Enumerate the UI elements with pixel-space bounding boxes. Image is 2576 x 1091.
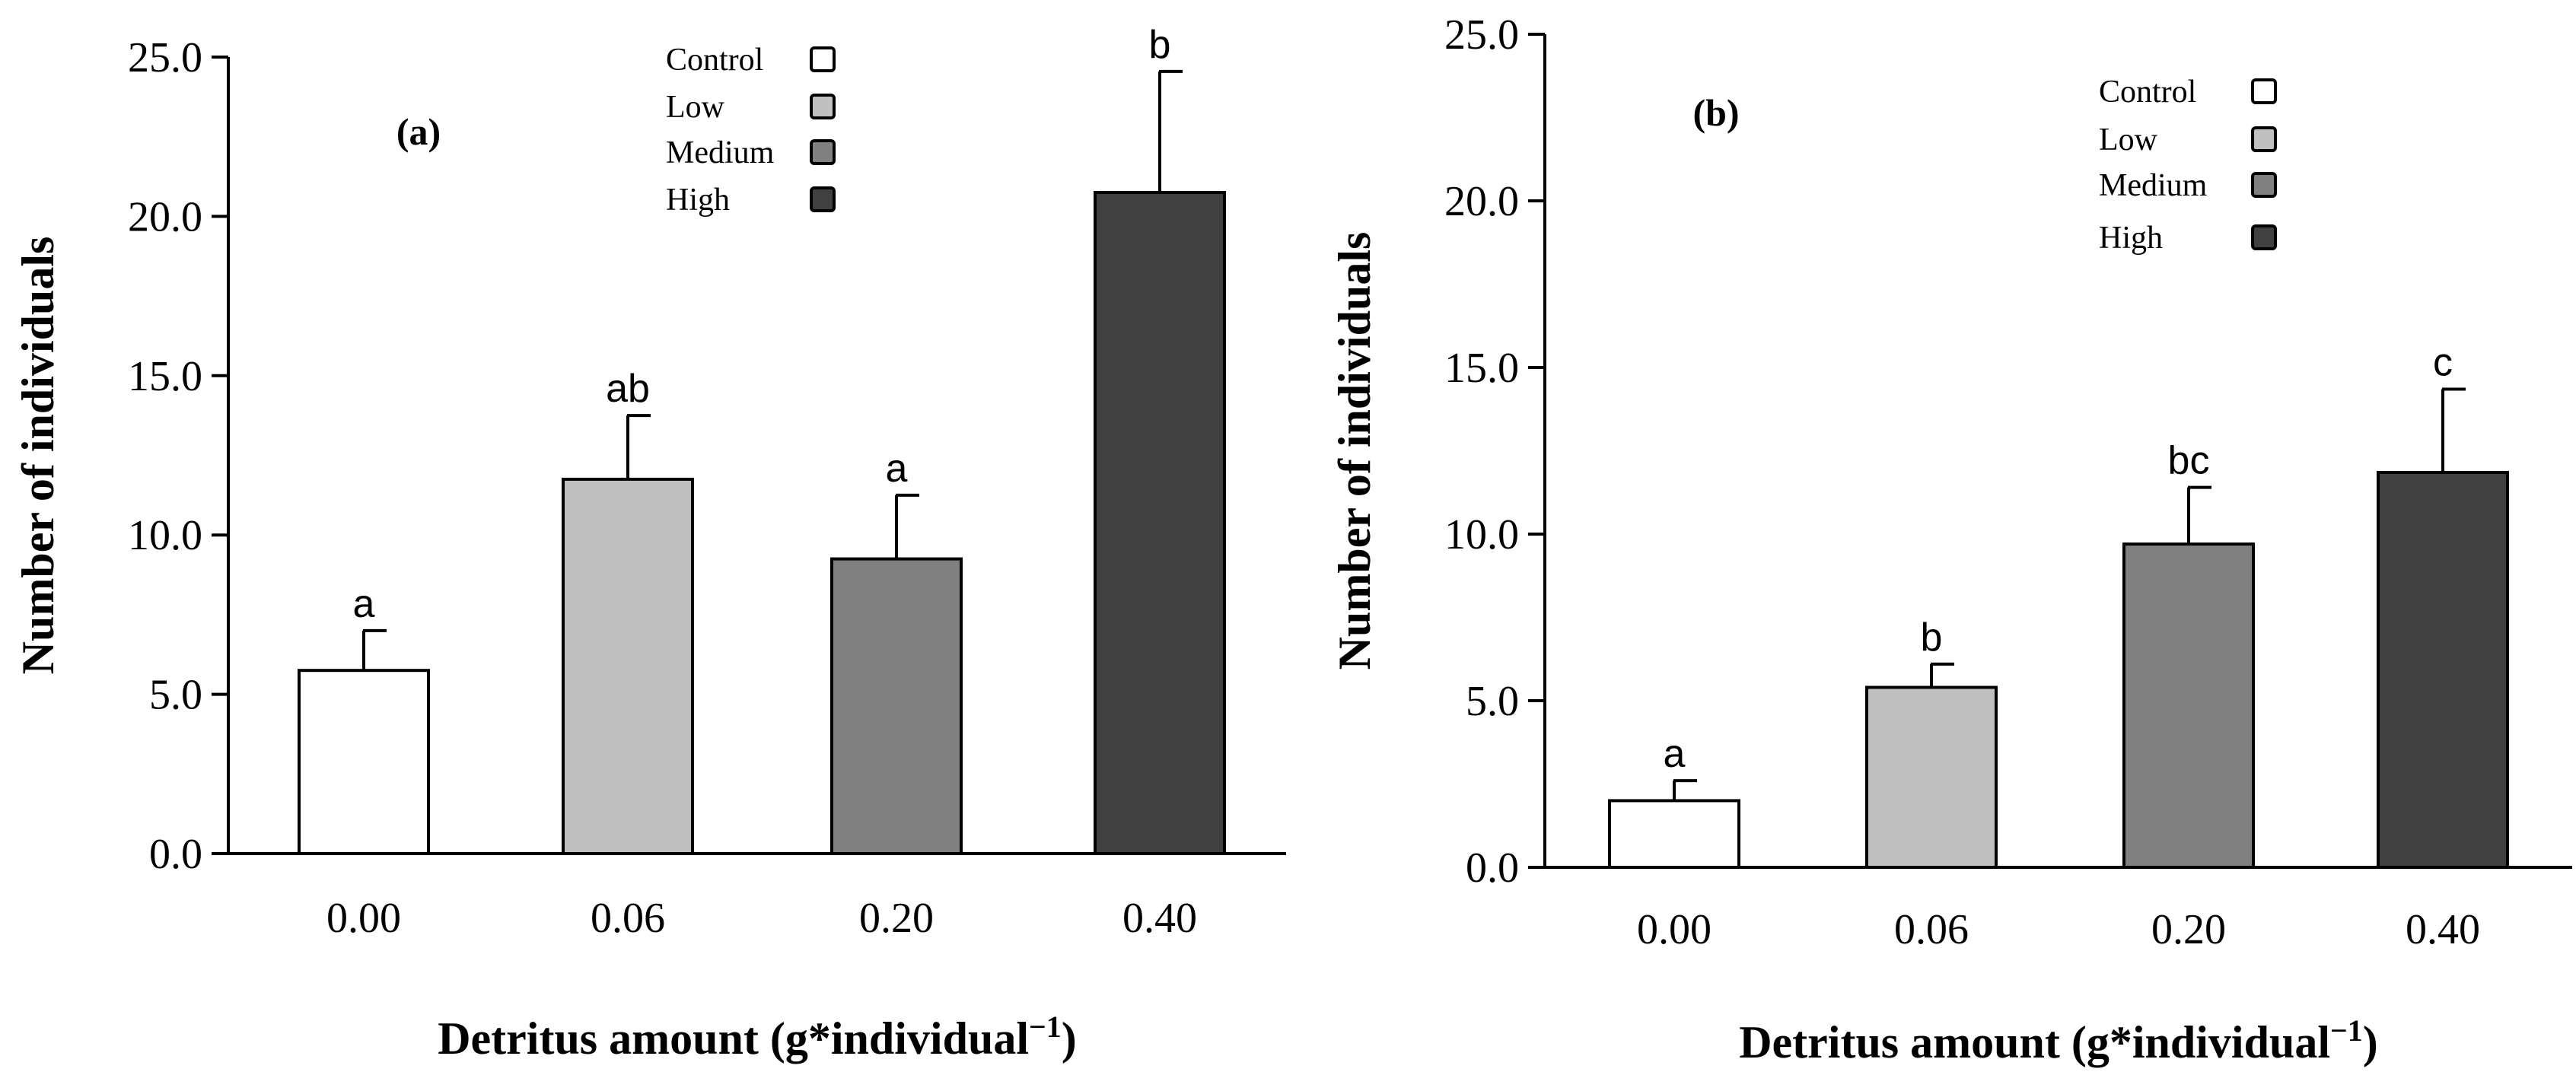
y-tick-label: 5.0 bbox=[1466, 678, 1519, 725]
y-tick-label: 10.0 bbox=[1444, 511, 1519, 558]
legend-swatch bbox=[810, 46, 836, 72]
legend-swatch bbox=[2251, 78, 2277, 104]
significance-letter: ab bbox=[606, 367, 650, 411]
legend-label: Low bbox=[666, 90, 725, 125]
y-tick-label: 25.0 bbox=[1444, 11, 1519, 59]
y-tick-label: 20.0 bbox=[1444, 178, 1519, 225]
legend-swatch bbox=[810, 186, 836, 212]
x-axis-title-superscript: −1 bbox=[1029, 1010, 1062, 1044]
x-axis-title-superscript: −1 bbox=[2330, 1013, 2363, 1048]
x-axis-title-close: ) bbox=[1062, 1013, 1077, 1064]
x-tick-label: 0.20 bbox=[859, 895, 934, 942]
significance-letter: c bbox=[2433, 340, 2453, 384]
y-tick-label: 20.0 bbox=[128, 193, 202, 240]
bar bbox=[2377, 470, 2509, 869]
x-axis-title: Detritus amount (g*individual−1) bbox=[438, 1010, 1077, 1064]
x-tick-label: 0.40 bbox=[2406, 906, 2480, 953]
legend-label: Control bbox=[2099, 75, 2196, 110]
chart-panel-a: 0.0 5.0 10.0 15.0 20.0 25.0 a 0.00 ab 0.06 a 0.20 b 0… bbox=[13, 23, 1286, 1064]
significance-letter: b bbox=[1921, 615, 1943, 660]
y-tick-label: 25.0 bbox=[128, 34, 202, 81]
y-tick-label: 15.0 bbox=[1444, 345, 1519, 392]
panel-label: (b) bbox=[1692, 91, 1739, 134]
legend-label: Low bbox=[2099, 122, 2158, 157]
bar bbox=[298, 669, 430, 855]
legend-swatch bbox=[810, 139, 836, 165]
significance-letter: bc bbox=[2168, 439, 2210, 483]
x-tick-label: 0.00 bbox=[1637, 906, 1711, 953]
significance-letter: a bbox=[886, 447, 908, 491]
y-tick-label: 10.0 bbox=[128, 512, 202, 559]
x-tick-label: 0.20 bbox=[2151, 906, 2226, 953]
panel-label: (a) bbox=[396, 110, 441, 153]
bar bbox=[562, 477, 694, 855]
significance-letter: b bbox=[1149, 23, 1171, 67]
x-axis-title-main: Detritus amount (g*individual bbox=[1739, 1017, 2330, 1067]
y-tick-label: 15.0 bbox=[128, 353, 202, 400]
legend-swatch bbox=[2251, 172, 2277, 198]
bar bbox=[1865, 685, 1998, 869]
legend-swatch bbox=[2251, 126, 2277, 152]
legend-label: Control bbox=[666, 43, 763, 78]
y-tick-label: 0.0 bbox=[1466, 844, 1519, 892]
x-axis-title-close: ) bbox=[2363, 1017, 2378, 1067]
legend-label: High bbox=[666, 183, 730, 218]
legend-swatch bbox=[810, 94, 836, 119]
legend-swatch bbox=[2251, 224, 2277, 250]
x-tick-label: 0.06 bbox=[1894, 906, 1969, 953]
y-axis-title: Number of individuals bbox=[1329, 232, 1380, 670]
significance-letter: a bbox=[1664, 732, 1686, 776]
legend-label: Medium bbox=[666, 135, 775, 170]
legend-label: High bbox=[2099, 221, 2163, 256]
y-tick-label: 5.0 bbox=[149, 672, 202, 719]
x-tick-label: 0.06 bbox=[591, 895, 665, 942]
bar bbox=[830, 557, 963, 855]
x-tick-label: 0.40 bbox=[1122, 895, 1197, 942]
significance-letter: a bbox=[353, 582, 375, 626]
bar bbox=[2122, 542, 2255, 869]
bar bbox=[1608, 799, 1740, 870]
x-axis-title: Detritus amount (g*individual−1) bbox=[1739, 1013, 2378, 1067]
chart-panel-b: 0.0 5.0 10.0 15.0 20.0 25.0 a 0.00 b 0.06 bc 0.20 c 0… bbox=[1329, 11, 2572, 1067]
legend-label: Medium bbox=[2099, 168, 2208, 203]
x-axis-title-main: Detritus amount (g*individual bbox=[438, 1013, 1029, 1064]
x-tick-label: 0.00 bbox=[326, 895, 401, 942]
bar bbox=[1094, 190, 1226, 856]
y-axis-title: Number of individuals bbox=[13, 237, 63, 675]
y-tick-label: 0.0 bbox=[149, 831, 202, 878]
